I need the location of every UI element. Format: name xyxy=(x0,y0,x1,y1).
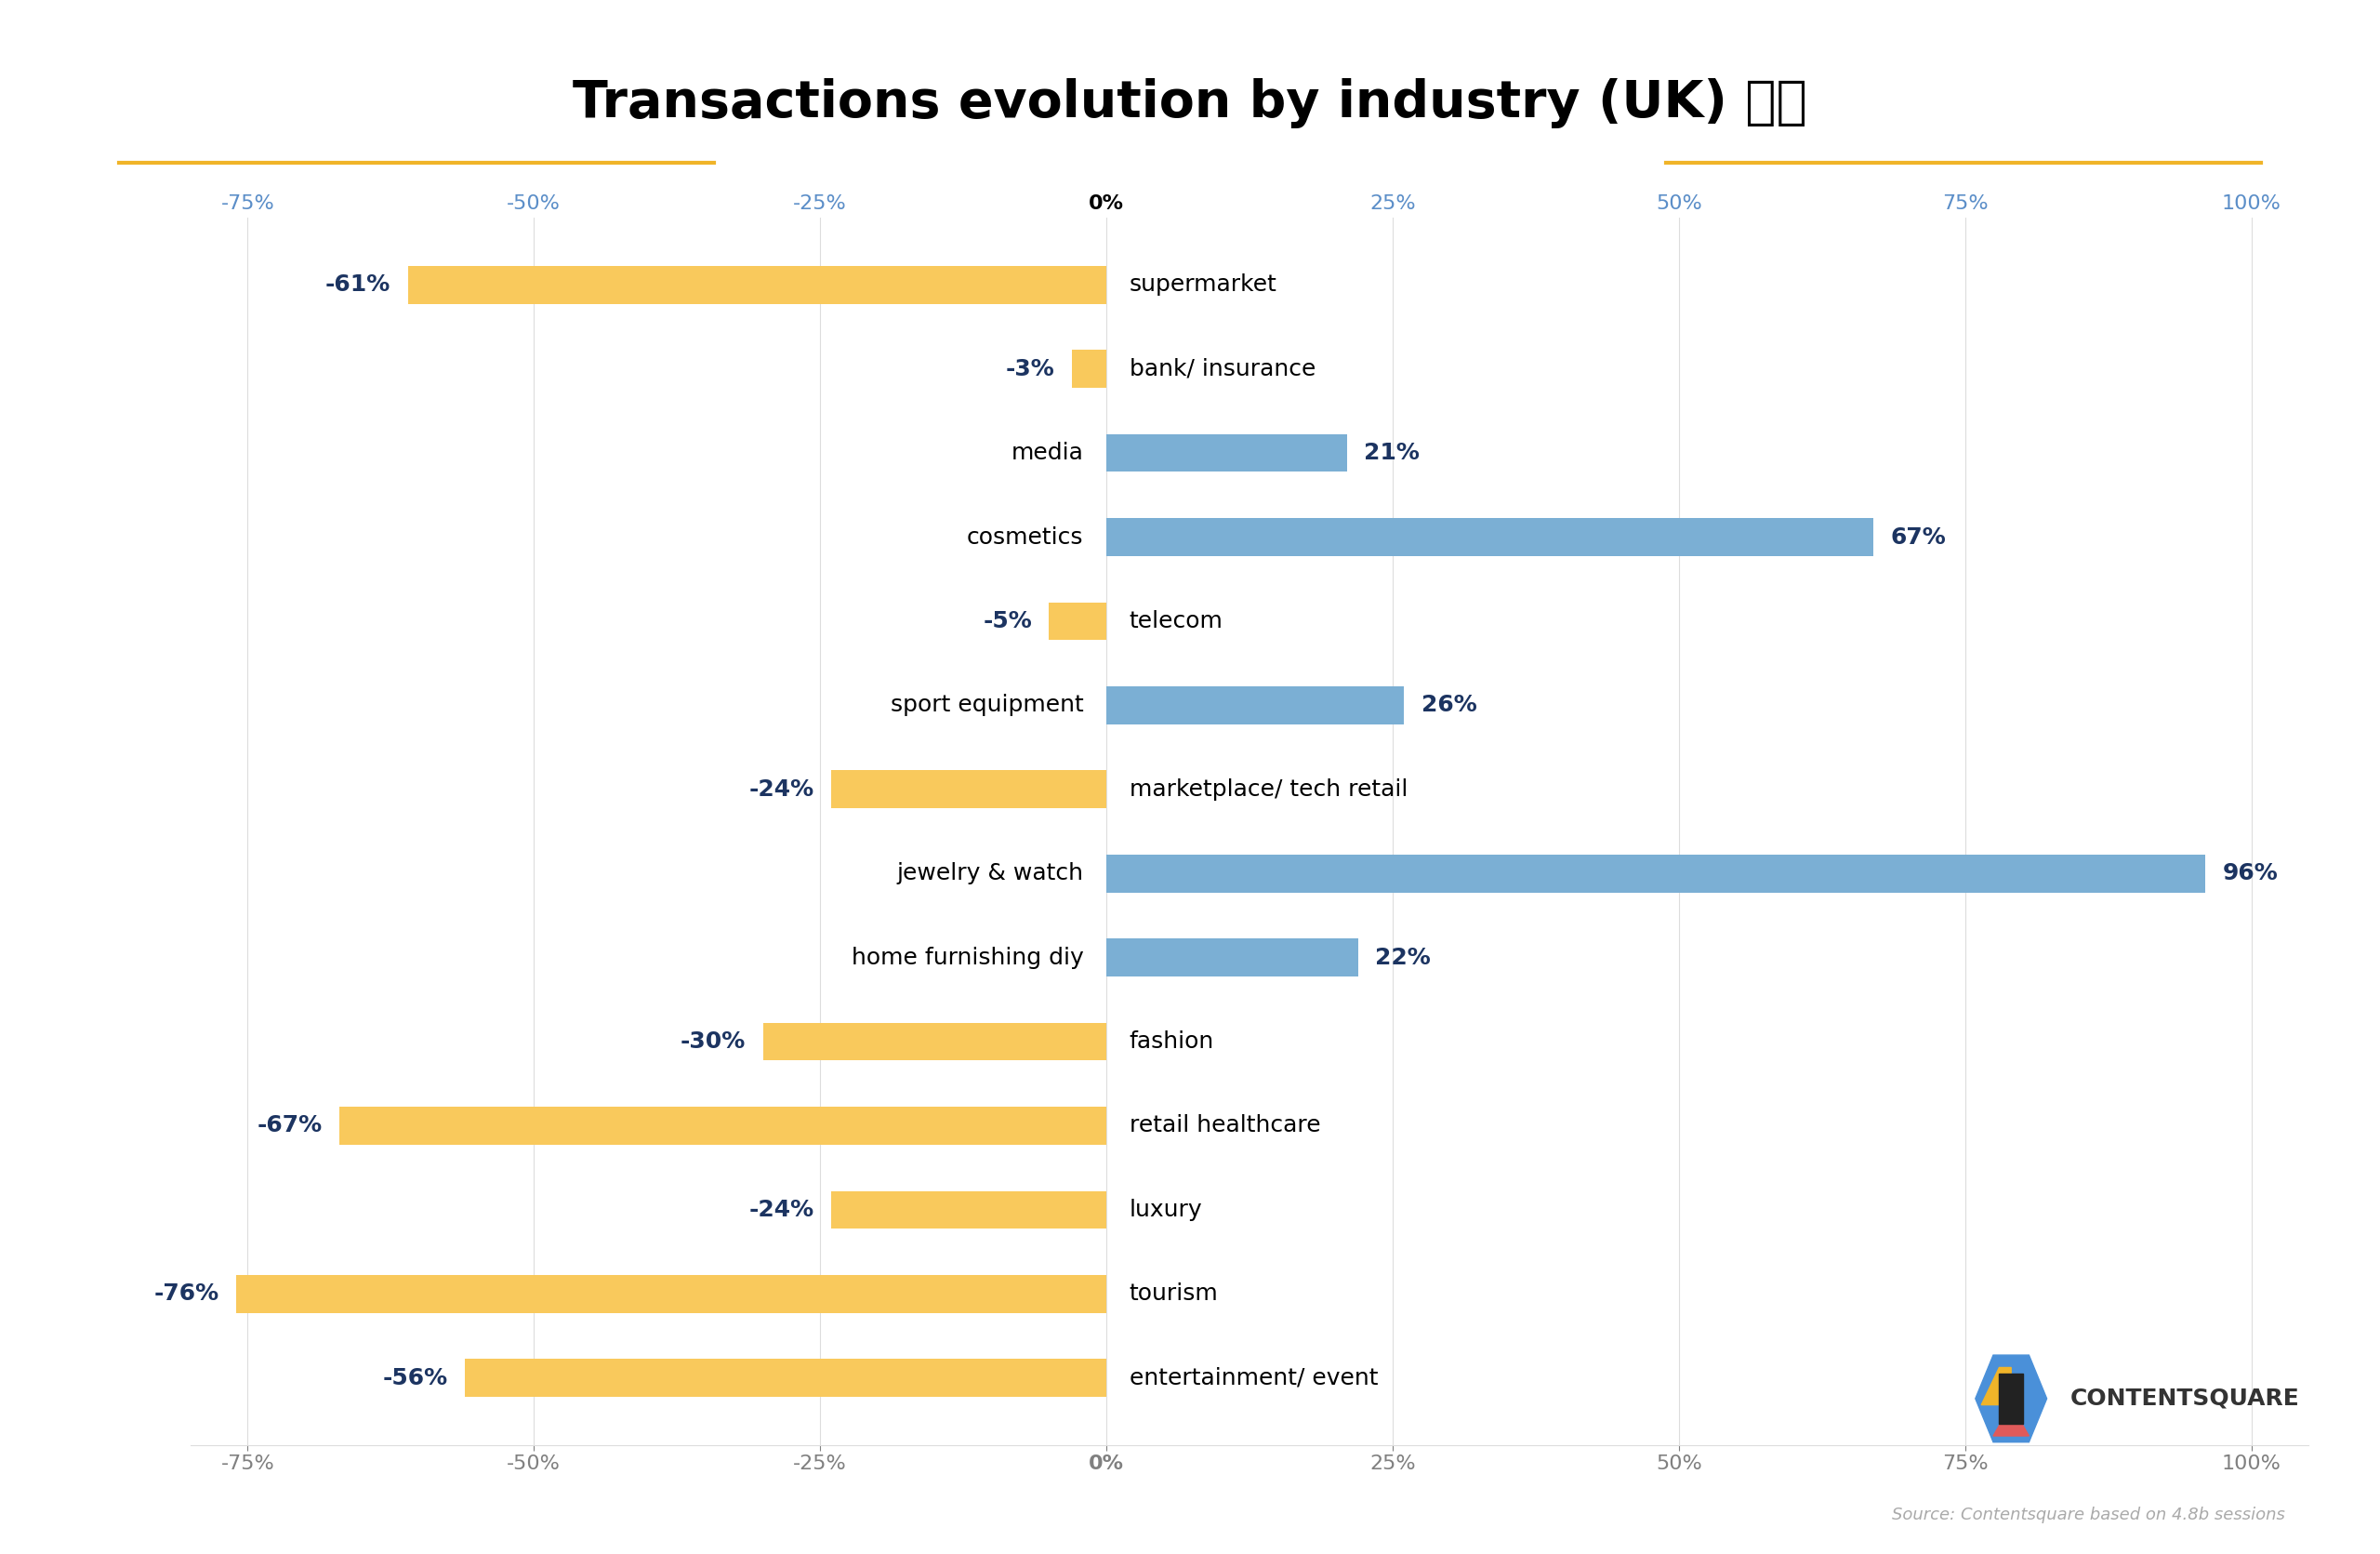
Polygon shape xyxy=(1975,1355,2047,1442)
Text: 26%: 26% xyxy=(1421,695,1478,716)
Text: media: media xyxy=(1012,441,1083,465)
Text: -56%: -56% xyxy=(383,1368,447,1389)
Text: -30%: -30% xyxy=(681,1030,745,1052)
Text: -67%: -67% xyxy=(257,1114,321,1138)
Text: Source: Contentsquare based on 4.8b sessions: Source: Contentsquare based on 4.8b sess… xyxy=(1892,1506,2285,1523)
Text: jewelry & watch: jewelry & watch xyxy=(897,862,1083,884)
Bar xyxy=(236,1274,1107,1313)
Text: sport equipment: sport equipment xyxy=(890,695,1083,716)
Polygon shape xyxy=(1994,1405,2028,1436)
Bar xyxy=(1050,603,1107,640)
Polygon shape xyxy=(1999,1374,2023,1423)
Text: luxury: luxury xyxy=(1128,1198,1202,1221)
Bar xyxy=(464,1360,1107,1397)
Text: marketplace/ tech retail: marketplace/ tech retail xyxy=(1128,779,1407,800)
Polygon shape xyxy=(1980,1368,2011,1405)
Bar xyxy=(764,1023,1107,1060)
Bar xyxy=(407,266,1107,303)
Text: -24%: -24% xyxy=(750,779,814,800)
Text: supermarket: supermarket xyxy=(1128,274,1278,295)
Text: Transactions evolution by industry (UK) 🇬🇧: Transactions evolution by industry (UK) … xyxy=(574,78,1806,127)
Text: bank/ insurance: bank/ insurance xyxy=(1128,357,1316,381)
Text: CONTENTSQUARE: CONTENTSQUARE xyxy=(2071,1388,2299,1409)
Text: -24%: -24% xyxy=(750,1198,814,1221)
Text: cosmetics: cosmetics xyxy=(966,525,1083,549)
Bar xyxy=(1107,434,1347,472)
Text: entertainment/ event: entertainment/ event xyxy=(1128,1368,1378,1389)
Text: fashion: fashion xyxy=(1128,1030,1214,1052)
Text: -3%: -3% xyxy=(1007,357,1054,381)
Bar xyxy=(1107,687,1404,724)
Text: telecom: telecom xyxy=(1128,611,1223,632)
Text: 21%: 21% xyxy=(1364,441,1418,465)
Bar xyxy=(831,771,1107,808)
Bar xyxy=(1107,855,2206,892)
Text: -61%: -61% xyxy=(326,274,390,295)
Text: home furnishing diy: home furnishing diy xyxy=(852,946,1083,968)
Bar xyxy=(1071,350,1107,388)
Text: 67%: 67% xyxy=(1890,525,1947,549)
Bar xyxy=(340,1106,1107,1145)
Text: 22%: 22% xyxy=(1376,946,1430,968)
Text: -5%: -5% xyxy=(983,611,1033,632)
Bar xyxy=(1107,517,1873,556)
Text: -76%: -76% xyxy=(155,1282,219,1305)
Text: 96%: 96% xyxy=(2223,862,2278,884)
Text: retail healthcare: retail healthcare xyxy=(1128,1114,1321,1138)
Bar xyxy=(831,1190,1107,1229)
Text: tourism: tourism xyxy=(1128,1282,1219,1305)
Bar xyxy=(1107,939,1359,976)
